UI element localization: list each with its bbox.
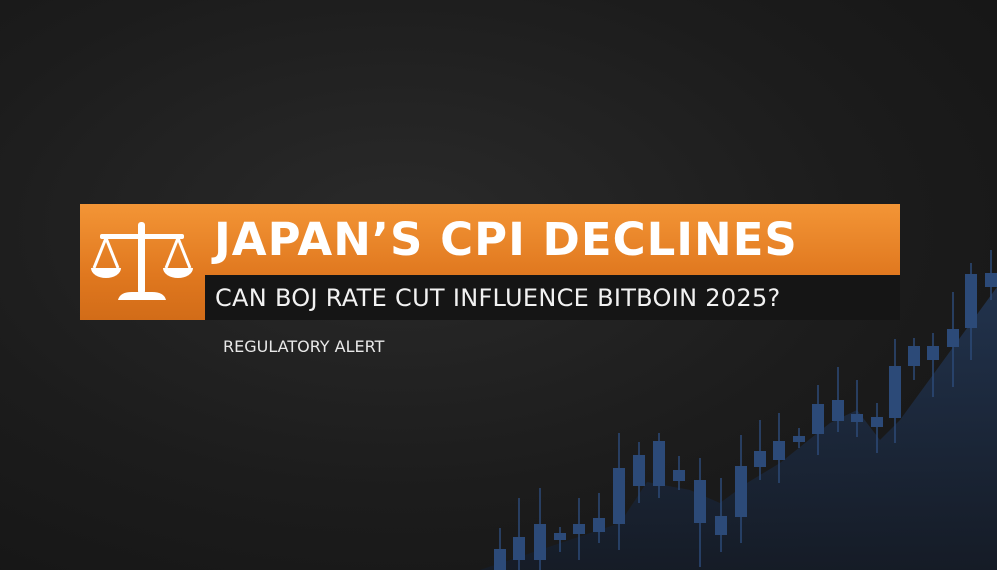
candle-body: [573, 524, 585, 534]
candle-body: [985, 273, 997, 287]
candle-body: [832, 400, 844, 421]
headline-title: JAPAN’S CPI DECLINES: [214, 213, 798, 266]
candle-body: [653, 441, 665, 486]
candle-body: [673, 470, 685, 481]
candle-body: [927, 346, 939, 360]
candle-body: [889, 366, 901, 418]
candle-body: [613, 468, 625, 524]
candle-body: [534, 524, 546, 560]
candle-body: [494, 549, 506, 570]
candle-body: [812, 404, 824, 434]
candle-body: [754, 451, 766, 467]
candle-body: [908, 346, 920, 366]
candle-body: [871, 417, 883, 427]
category-tag: REGULATORY ALERT: [223, 337, 385, 356]
candle-body: [715, 516, 727, 535]
candle-body: [593, 518, 605, 532]
headline-subtitle: CAN BOJ RATE CUT INFLUENCE BITBOIN 2025?: [215, 284, 781, 312]
candle-body: [554, 533, 566, 540]
candles: [494, 250, 997, 570]
candle-body: [513, 537, 525, 560]
candle-body: [851, 414, 863, 422]
candle-body: [735, 466, 747, 517]
headline-banner: [80, 204, 900, 275]
candle-body: [633, 455, 645, 486]
subtitle-band: [205, 275, 900, 320]
candle-body: [694, 480, 706, 523]
candle-body: [773, 441, 785, 460]
chart-area: [480, 287, 997, 570]
candle-body: [965, 274, 977, 328]
candle-body: [947, 329, 959, 347]
candle-body: [793, 436, 805, 442]
scales-of-justice-icon: [91, 222, 193, 300]
